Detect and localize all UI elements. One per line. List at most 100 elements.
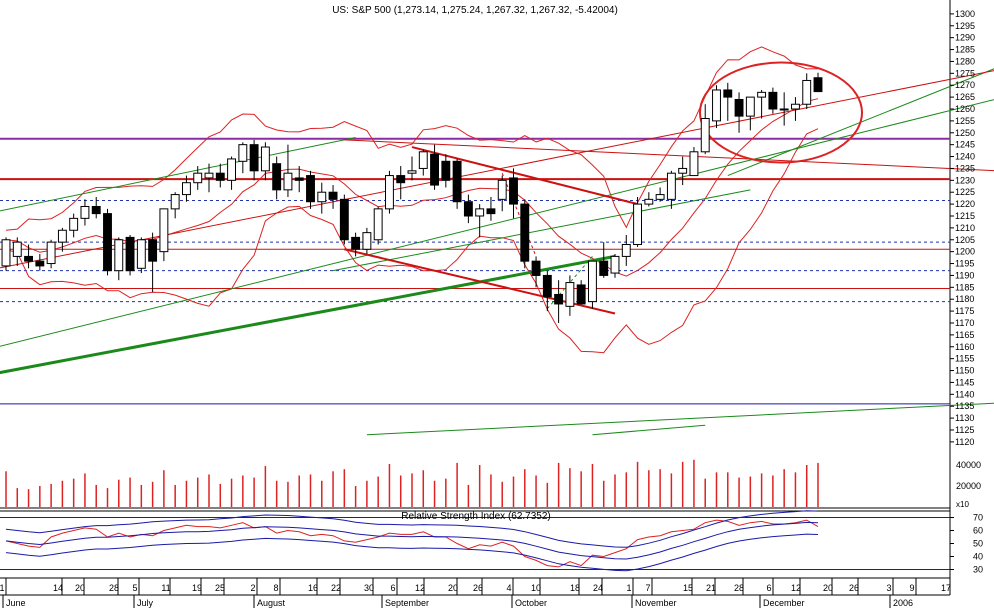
candle-body (328, 191, 338, 200)
candle-body (723, 89, 733, 98)
bollinger-upper (5, 46, 819, 231)
price-tick-label: 1240 (955, 152, 975, 162)
candle-body (486, 208, 496, 215)
candle-body (193, 172, 203, 184)
candle-body (373, 208, 383, 241)
candle-body (689, 151, 699, 177)
day-tick-label: 1 (0, 583, 5, 593)
price-tick-label: 1190 (955, 270, 974, 280)
candle-body (666, 172, 676, 200)
candle-body (91, 205, 101, 215)
price-tick-label: 1230 (955, 175, 975, 185)
candle-body (463, 201, 473, 217)
month-label: July (137, 598, 154, 608)
price-tick-label: 1205 (955, 235, 975, 245)
candle-body (418, 151, 428, 169)
day-tick-label: 17 (941, 583, 951, 593)
day-tick-label: 26 (849, 583, 859, 593)
rsi-title: Relative Strength Index (62.7352) (401, 511, 551, 522)
month-label: June (6, 598, 26, 608)
candle-body (644, 198, 654, 205)
long-term-uptrend-green (0, 254, 616, 375)
rsi-panel (0, 510, 950, 572)
candle-body (103, 213, 112, 272)
falling-resistance-red (411, 146, 638, 206)
candle-body (745, 96, 755, 117)
price-tick-label: 1135 (955, 401, 974, 411)
red-dash-drop (501, 173, 537, 257)
candle-body (204, 172, 214, 179)
price-tick-label: 1185 (955, 282, 974, 292)
candle-body (238, 144, 248, 162)
channel-line-lower-green (0, 99, 994, 347)
candle-body (554, 293, 564, 305)
candle-body (362, 232, 372, 250)
price-tick-label: 1195 (955, 259, 974, 269)
candle-body (294, 177, 304, 181)
green-trend-mid (332, 189, 751, 272)
candle-body (712, 89, 721, 122)
candle-body (384, 175, 394, 210)
price-tick-label: 1160 (955, 342, 974, 352)
price-tick-label: 1245 (955, 140, 975, 150)
candle-body (69, 217, 79, 231)
day-tick-label: 6 (390, 583, 395, 593)
candle-body (46, 241, 56, 265)
candle-body (475, 208, 485, 217)
chart-title: US: S&P 500 (1,273.14, 1,275.24, 1,267.3… (332, 5, 618, 16)
price-tick-label: 1300 (955, 9, 975, 19)
bollinger-lower (5, 128, 819, 354)
price-tick-label: 1200 (955, 247, 975, 257)
candle-body (621, 244, 631, 257)
day-tick-label: 21 (706, 583, 716, 593)
price-tick-label: 1120 (955, 437, 974, 447)
candle-body (12, 241, 22, 257)
day-tick-label: 14 (53, 583, 63, 593)
price-tick-label: 1225 (955, 187, 975, 197)
candle-body (317, 191, 327, 203)
candlesticks (1, 72, 823, 323)
candle-body (441, 160, 451, 181)
price-tick-label: 1290 (955, 33, 975, 43)
steep-uptrend-green (727, 68, 994, 177)
price-tick-label: 1255 (955, 116, 975, 126)
candle-body (148, 239, 158, 262)
day-tick-label: 5 (132, 583, 137, 593)
price-tick-label: 1165 (955, 330, 974, 340)
candle-body (452, 160, 462, 203)
price-tick-label: 1170 (955, 318, 974, 328)
candle-body (170, 194, 180, 210)
candle-body (306, 175, 315, 203)
candle-body (114, 239, 124, 272)
candle-body (565, 282, 575, 307)
day-tick-label: 24 (593, 583, 603, 593)
short-green-trend (592, 424, 706, 436)
highlight-ellipse (699, 61, 863, 164)
candle-body (181, 182, 191, 196)
price-tick-label: 1275 (955, 68, 975, 78)
day-tick-label: 19 (192, 583, 202, 593)
day-tick-label: 20 (823, 583, 833, 593)
day-tick-label: 12 (791, 583, 801, 593)
day-tick-label: 16 (308, 583, 318, 593)
price-tick-label: 1265 (955, 92, 975, 102)
candle-body (159, 208, 169, 253)
candle-body (542, 274, 552, 298)
candle-body (249, 144, 259, 172)
day-tick-label: 30 (364, 583, 374, 593)
day-tick-label: 10 (531, 583, 541, 593)
day-tick-label: 2 (250, 583, 255, 593)
candle-body (531, 260, 541, 276)
price-tick-label: 1150 (955, 366, 974, 376)
day-tick-label: 20 (448, 583, 458, 593)
candle-body (80, 205, 90, 219)
candle-body (57, 229, 67, 243)
price-tick-label: 1180 (955, 294, 974, 304)
candle-body (227, 158, 237, 181)
candle-body (734, 98, 744, 117)
candle-body (813, 77, 823, 93)
price-tick-label: 1140 (955, 389, 974, 399)
rsi-lower-band (5, 533, 819, 572)
